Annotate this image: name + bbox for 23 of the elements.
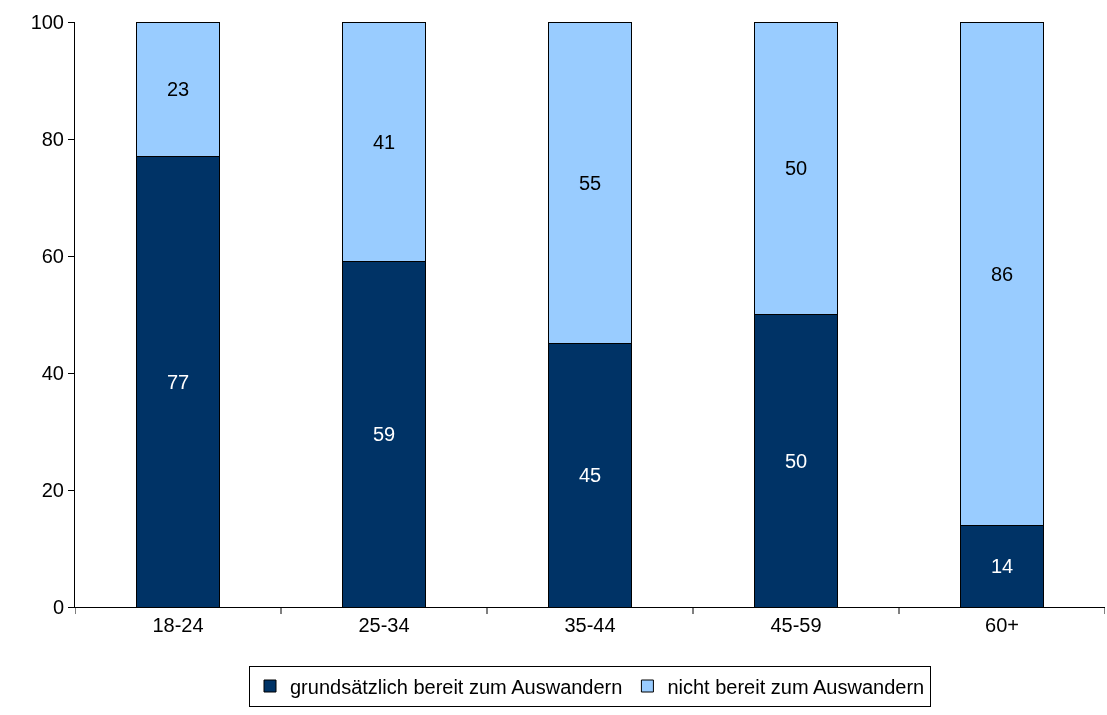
data-label: 50 [784,449,808,472]
legend-label: nicht bereit zum Auswandern [667,675,925,698]
data-label: 55 [578,171,602,194]
data-label: 59 [372,423,396,446]
legend-label: grundsätzlich bereit zum Auswandern [290,675,623,698]
data-label: 77 [166,370,190,393]
data-label: 45 [578,464,602,487]
y-tick-label: 40 [41,362,64,384]
y-tick-label: 100 [30,11,64,33]
data-label: 14 [990,555,1014,578]
x-tick-label: 45-59 [770,614,822,636]
data-label: 50 [784,157,808,180]
y-tick-label: 20 [41,479,64,501]
x-tick-label: 25-34 [358,614,410,636]
y-tick-label: 60 [41,245,64,267]
data-label: 86 [990,262,1014,285]
y-tick-label: 80 [41,128,64,150]
x-tick-label: 18-24 [152,614,204,636]
data-label: 23 [166,78,190,101]
x-tick-label: 60+ [985,614,1019,636]
x-tick-label: 35-44 [564,614,616,636]
y-tick-label: 0 [52,596,64,618]
data-label: 41 [372,130,396,153]
